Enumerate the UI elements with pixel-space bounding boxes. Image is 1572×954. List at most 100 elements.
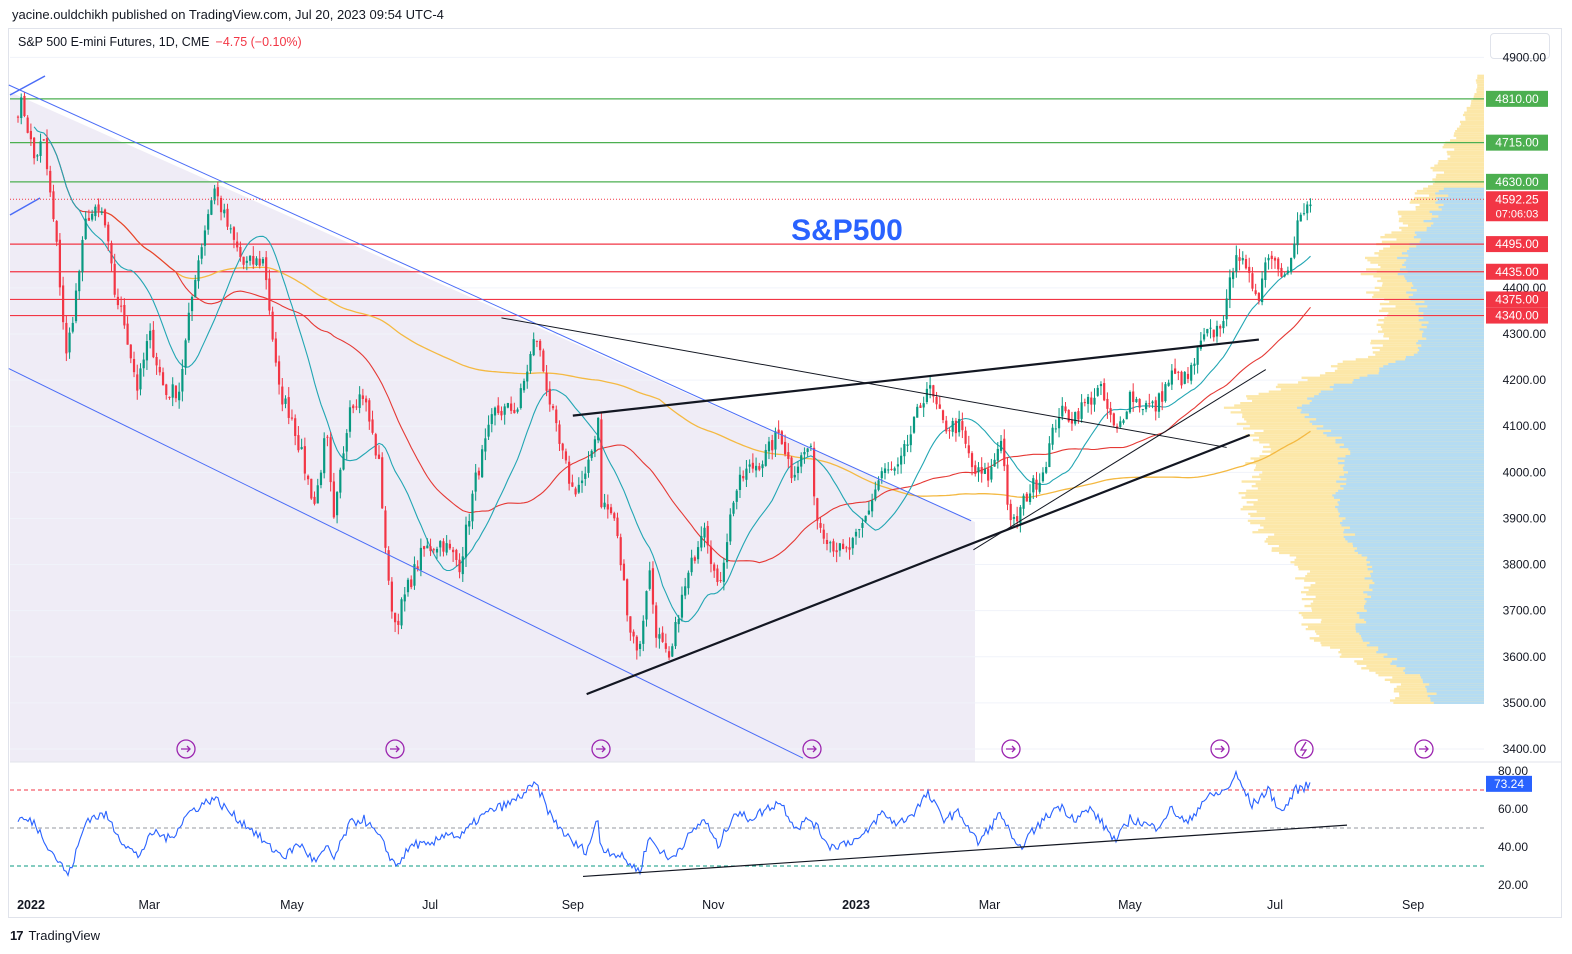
candle-body <box>33 137 36 159</box>
candle-body <box>1122 420 1125 423</box>
candle-body <box>1096 387 1099 396</box>
candle-body <box>935 396 938 405</box>
price-axis-tick: 4900.00 <box>1503 50 1547 64</box>
symbol-name[interactable]: S&P 500 E-mini Futures, 1D, CME <box>18 35 210 49</box>
candle-body <box>912 416 916 433</box>
candle-body <box>197 260 200 282</box>
candle-body <box>155 356 158 366</box>
candle-body <box>203 230 207 246</box>
candle-body <box>364 398 368 403</box>
channel-shading <box>10 92 975 762</box>
candle-body <box>68 332 71 353</box>
candle-body <box>1074 412 1077 424</box>
candle-body <box>1186 373 1190 379</box>
candle-body <box>390 581 393 612</box>
candle-body <box>49 170 52 193</box>
candle-body <box>800 455 803 467</box>
candle-body <box>1277 258 1280 270</box>
candle-body <box>732 502 735 514</box>
time-axis-tick: Jul <box>1267 898 1283 912</box>
rsi-pane <box>10 761 1562 878</box>
event-marker-icon <box>1210 739 1230 759</box>
candle-body <box>664 643 667 649</box>
candle-body <box>903 444 906 457</box>
candle-body <box>487 424 490 437</box>
candle-body <box>232 227 236 240</box>
candle-body <box>355 406 358 408</box>
event-marker-icon <box>591 739 611 759</box>
price-scale-settings-button[interactable] <box>1490 33 1550 59</box>
candle-body <box>1151 401 1154 404</box>
price-axis-tick: 4000.00 <box>1503 465 1547 479</box>
candle-body <box>423 546 426 550</box>
event-marker-icon <box>1414 739 1434 759</box>
candle-body <box>1028 493 1032 503</box>
candle-body <box>896 464 899 467</box>
event-marker-icon <box>385 739 405 759</box>
candle-body <box>900 455 903 465</box>
candle-body <box>871 500 874 512</box>
candle-body <box>1225 298 1228 320</box>
price-labels: 4810.00 4715.00 4630.00 4495.00 4435.00 4375.… <box>10 90 1548 792</box>
candle-body <box>751 462 754 469</box>
candle-body <box>484 438 487 452</box>
candle-body <box>403 594 406 602</box>
candle-body <box>577 484 580 493</box>
candle-body <box>294 418 297 436</box>
candle-body <box>832 541 835 552</box>
candle-body <box>290 417 294 419</box>
candle-body <box>651 568 655 605</box>
candle-body <box>1206 329 1209 334</box>
candle-body <box>1025 493 1028 502</box>
candle-body <box>1154 400 1157 412</box>
candle-body <box>510 403 513 411</box>
candle-body <box>1173 368 1177 374</box>
candle-body <box>1016 516 1019 522</box>
candle-body <box>503 406 506 415</box>
candle-body <box>838 543 841 551</box>
candle-body <box>535 340 539 342</box>
candle-body <box>638 643 642 650</box>
candle-body <box>606 504 609 510</box>
candle-body <box>809 445 812 447</box>
price-axis-tick: 4100.00 <box>1503 419 1547 433</box>
candle-body <box>813 447 816 497</box>
candle-body <box>919 405 922 408</box>
candle-body <box>545 372 548 391</box>
candle-body <box>848 547 851 550</box>
candle-body <box>635 636 638 651</box>
channel-upper-line <box>8 84 972 522</box>
candle-body <box>261 259 265 264</box>
candle-body <box>729 514 732 542</box>
candle-body <box>87 217 91 221</box>
candle-body <box>113 263 116 295</box>
candle-body <box>348 407 352 432</box>
candle-body <box>1032 478 1035 493</box>
price-axis-tick: 3600.00 <box>1503 650 1547 664</box>
time-axis-tick: Sep <box>562 898 584 912</box>
level-price-tag-text: 4810.00 <box>1495 92 1539 106</box>
candle-body <box>313 496 316 504</box>
candle-body <box>455 549 458 560</box>
candle-body <box>684 586 687 596</box>
candle-body <box>477 470 480 476</box>
countdown-text: 07:06:03 <box>1496 208 1539 220</box>
symbol-change: −4.75 (−0.10%) <box>215 35 302 49</box>
candle-body <box>954 420 958 434</box>
candle-body <box>1144 403 1148 410</box>
candle-body <box>384 510 387 548</box>
candle-body <box>1212 329 1215 338</box>
candle-body <box>120 305 123 307</box>
candle-body <box>555 409 558 424</box>
candle-body <box>532 339 535 356</box>
candle-body <box>516 409 519 412</box>
candle-body <box>787 452 790 459</box>
candlestick-series <box>16 92 1312 661</box>
candle-body <box>1138 399 1141 408</box>
candle-body <box>1093 397 1096 405</box>
channel-handle <box>9 197 41 216</box>
candle-body <box>36 155 39 157</box>
candle-body <box>490 414 493 425</box>
candle-body <box>435 548 439 553</box>
